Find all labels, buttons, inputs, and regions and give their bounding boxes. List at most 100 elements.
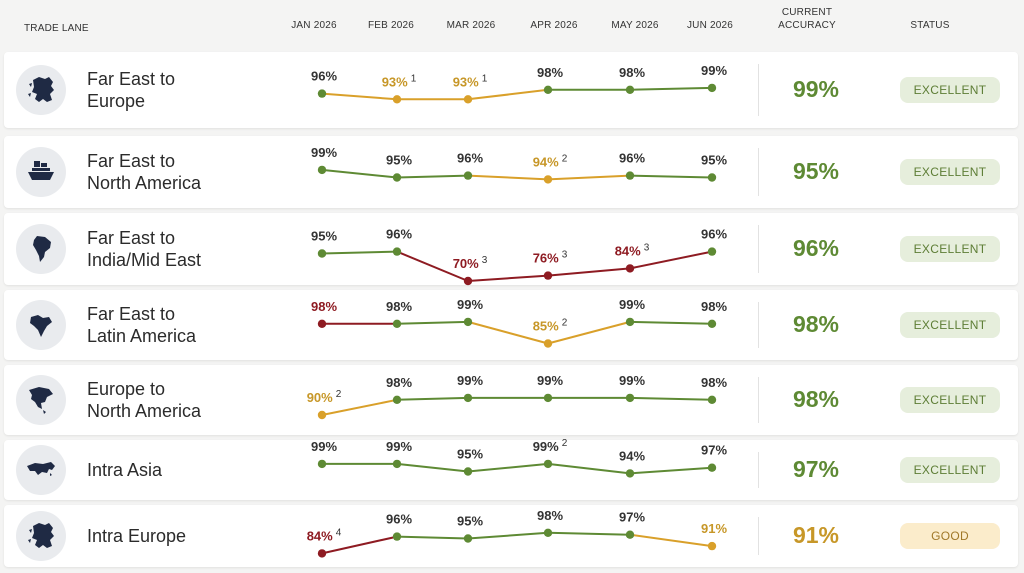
header-month-mar: MAR 2026 xyxy=(446,20,496,31)
footnote-marker: 3 xyxy=(562,250,568,261)
series-line-segment xyxy=(547,267,631,277)
table-row: Far East to Latin America 98% EXCELLENT xyxy=(4,290,1018,360)
data-label: 97% xyxy=(619,510,645,525)
footnote-marker: 2 xyxy=(562,153,568,164)
data-label: 96% xyxy=(386,512,412,527)
data-point xyxy=(543,175,553,184)
data-label: 95% xyxy=(457,514,483,529)
data-label: 76% 3 xyxy=(533,250,568,266)
column-divider xyxy=(758,148,759,196)
data-point xyxy=(625,469,635,478)
data-point xyxy=(543,339,553,348)
header-month-feb: FEB 2026 xyxy=(367,20,415,31)
series-line-segment xyxy=(396,535,469,540)
footnote-marker: 4 xyxy=(336,527,342,538)
series-line-segment xyxy=(396,396,469,401)
data-label: 90% 2 xyxy=(307,389,342,405)
status-badge: EXCELLENT xyxy=(900,77,1000,103)
series-line-segment xyxy=(396,462,469,473)
europe-map-icon xyxy=(16,65,66,115)
table-row: Intra Asia 97% EXCELLENT xyxy=(4,440,1018,500)
data-label: 98% xyxy=(619,65,645,80)
series-line-segment xyxy=(547,320,631,345)
data-label: 95% xyxy=(311,229,337,244)
current-accuracy-value: 98% xyxy=(792,386,840,412)
data-label: 98% xyxy=(701,299,727,314)
data-label: 98% xyxy=(537,508,563,523)
series-line-segment xyxy=(467,531,549,540)
table-row: Far East to North America 95% EXCELLENT xyxy=(4,136,1018,208)
data-point xyxy=(625,85,635,95)
data-label: 95% xyxy=(457,447,483,462)
data-point xyxy=(707,83,717,93)
data-label: 95% xyxy=(386,153,412,168)
data-label: 99% xyxy=(457,297,483,312)
current-accuracy-value: 96% xyxy=(792,235,840,261)
footnote-marker: 2 xyxy=(562,318,568,329)
series-line-segment xyxy=(321,250,398,255)
data-point xyxy=(317,165,327,175)
data-label: 94% xyxy=(619,448,645,463)
data-label: 99% xyxy=(311,145,337,160)
data-point xyxy=(317,89,327,98)
data-label: 93% 1 xyxy=(382,73,417,89)
series-line-segment xyxy=(396,320,469,325)
data-label: 94% 2 xyxy=(533,153,568,169)
status-badge: EXCELLENT xyxy=(900,236,1000,262)
header-current-accuracy: CURRENT ACCURACY xyxy=(778,7,836,31)
data-label: 85% 2 xyxy=(533,318,568,334)
series-line-segment xyxy=(467,174,549,181)
series-line-segment xyxy=(396,250,469,282)
trade-lane-name: Far East to Europe xyxy=(87,69,176,111)
data-point xyxy=(543,528,553,537)
data-label: 84% 4 xyxy=(307,527,342,543)
table-row: Europe to North America 98% EXCELLENT xyxy=(4,365,1018,435)
trade-lane-name: Far East to Latin America xyxy=(87,304,197,346)
column-divider xyxy=(758,517,759,555)
data-point xyxy=(463,467,473,476)
table-row: Far East to Europe 99% EXCELLENT xyxy=(4,52,1018,128)
trade-lane-name: Far East to North America xyxy=(87,151,202,193)
series-line-segment xyxy=(467,462,549,473)
data-point xyxy=(543,459,553,469)
trade-lane-name: Intra Asia xyxy=(87,460,163,480)
series-line-segment xyxy=(629,396,713,401)
footnote-marker: 3 xyxy=(482,255,488,266)
data-point xyxy=(463,171,473,180)
data-label: 98% xyxy=(537,65,563,80)
data-point xyxy=(392,173,402,182)
data-point xyxy=(317,319,327,328)
data-point xyxy=(392,459,402,469)
data-label: 98% xyxy=(386,299,412,314)
south-america-map-icon xyxy=(16,224,66,274)
data-point xyxy=(463,393,473,403)
data-point xyxy=(707,173,717,182)
column-divider xyxy=(758,452,759,488)
series-line-segment xyxy=(629,533,713,548)
data-point xyxy=(463,95,473,104)
footnote-marker: 1 xyxy=(482,73,488,84)
trade-lane-name: Europe to North America xyxy=(87,379,202,421)
data-label: 98% xyxy=(386,375,412,390)
data-point xyxy=(707,541,717,551)
series-line-segment xyxy=(547,531,631,536)
data-point xyxy=(463,534,473,543)
table-row: Far East to India/Mid East 96% EXCELLENT xyxy=(4,213,1018,285)
data-point xyxy=(392,319,402,328)
data-label: 91% xyxy=(701,521,727,536)
current-accuracy-value: 99% xyxy=(792,76,840,102)
footnote-marker: 2 xyxy=(336,389,342,400)
header-trade-lane: TRADE LANE xyxy=(24,23,89,34)
data-point xyxy=(543,271,553,280)
data-label: 99% xyxy=(386,439,412,454)
header-month-jan: JAN 2026 xyxy=(291,20,337,31)
asia-map-icon xyxy=(16,445,66,495)
data-label: 70% 3 xyxy=(453,255,488,271)
table-row: Intra Europe 91% GOOD xyxy=(4,505,1018,567)
north-america-map-icon xyxy=(16,375,66,425)
header-month-apr: APR 2026 xyxy=(530,20,578,31)
series-line-segment xyxy=(467,274,549,282)
data-label: 99% xyxy=(311,439,337,454)
